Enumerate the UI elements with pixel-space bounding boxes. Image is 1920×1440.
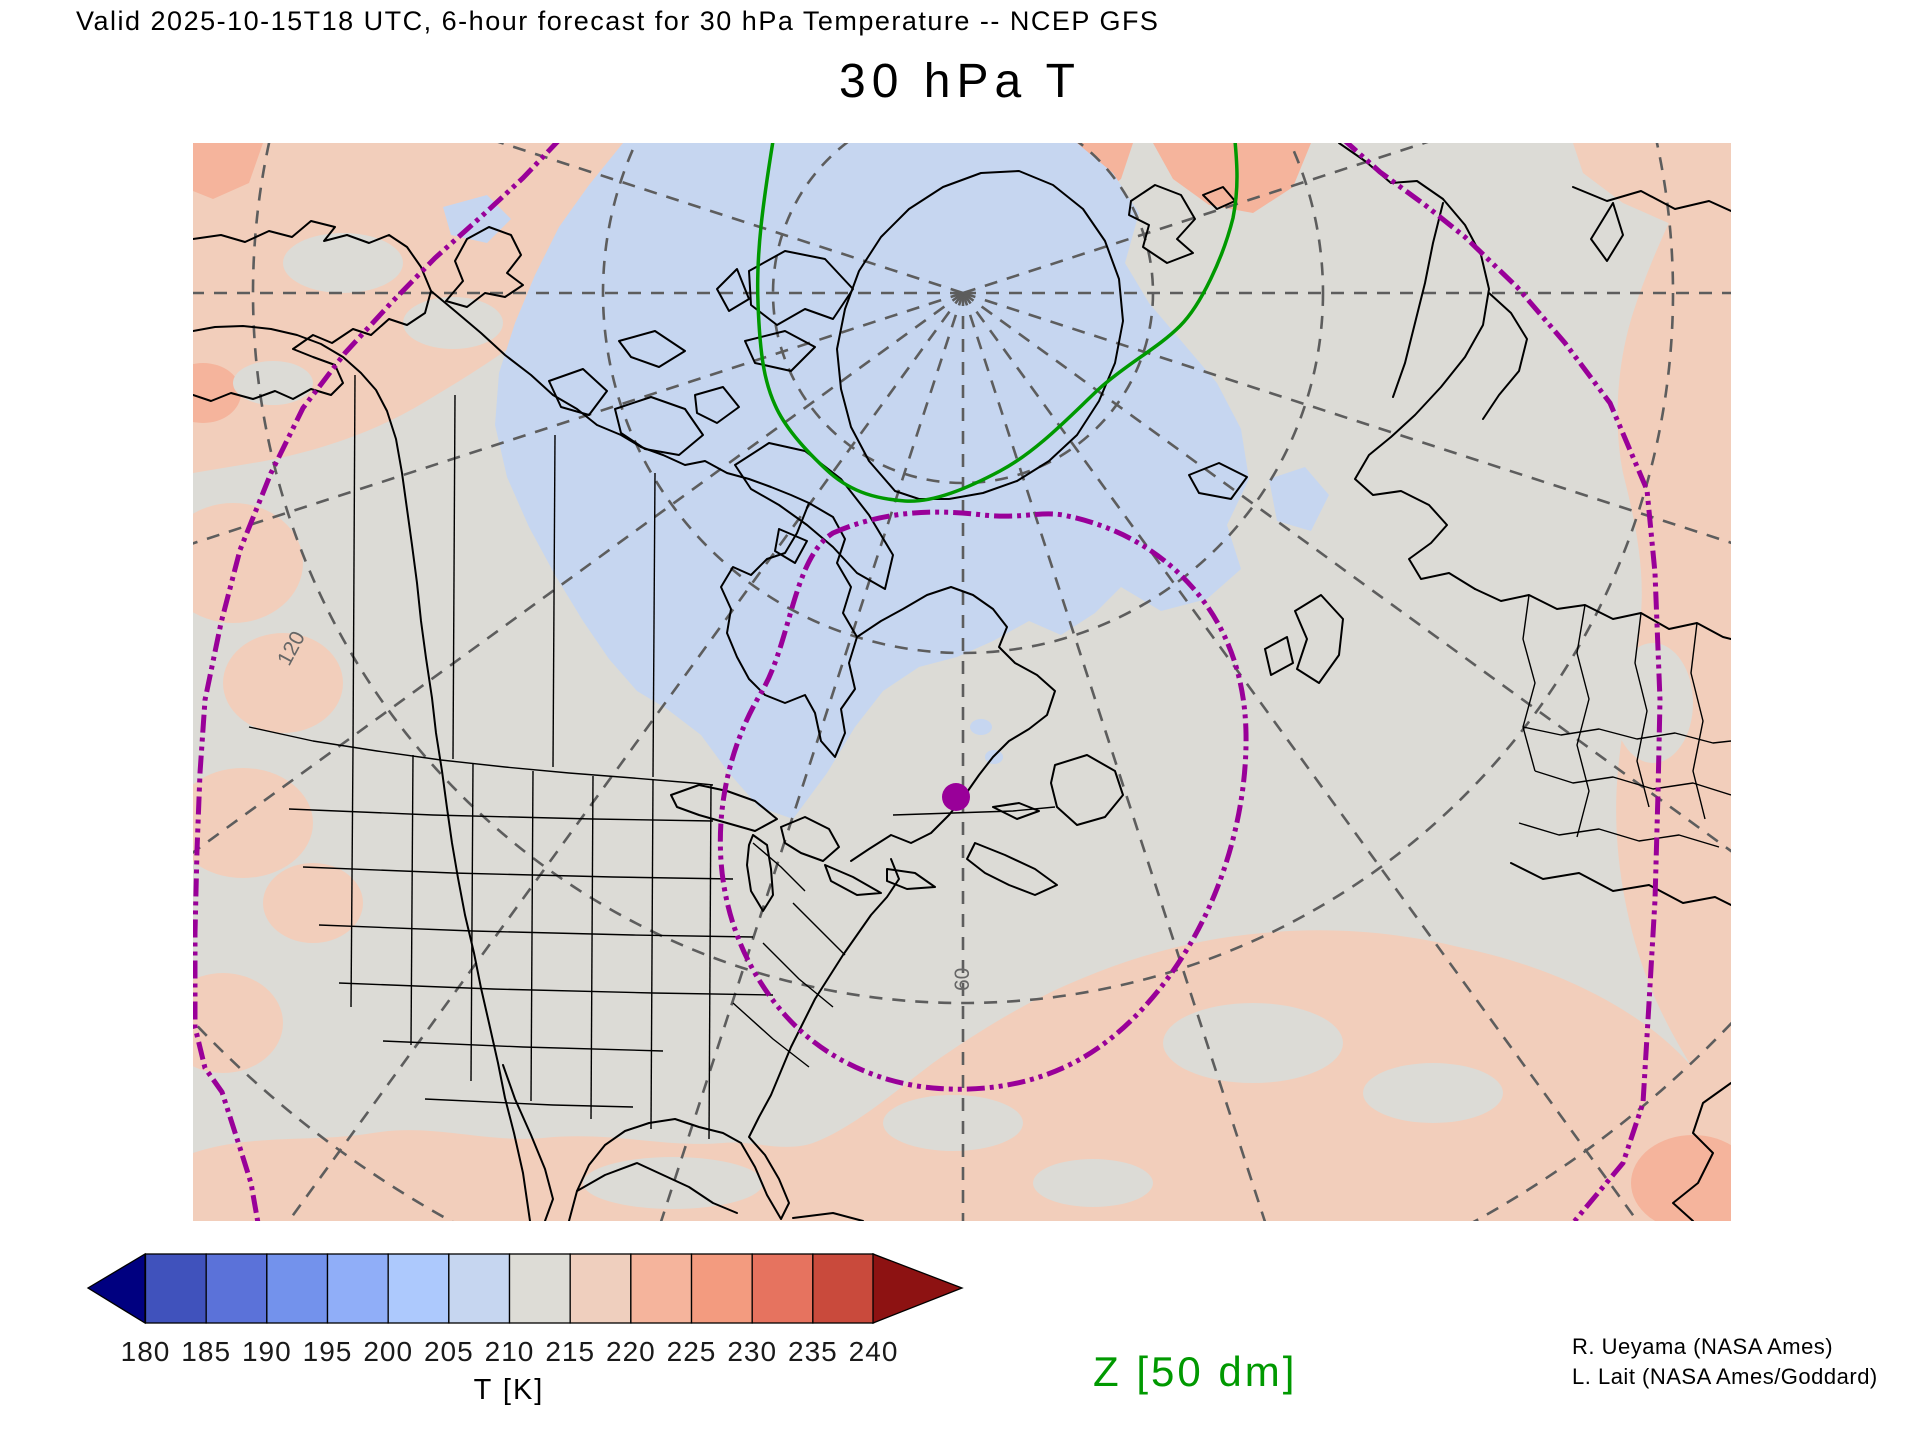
colorbar-tick-label: 195 [302,1336,353,1367]
credits: R. Ueyama (NASA Ames) L. Lait (NASA Ames… [1572,1332,1878,1392]
colorbar-canvas [86,1252,964,1325]
colorbar-tick-label: 225 [666,1336,717,1367]
colorbar-segment [630,1253,693,1324]
colorbar-tick-label: 210 [484,1336,535,1367]
colorbar-axis-label: T [K] [473,1374,545,1406]
valid-time-header: Valid 2025-10-15T18 UTC, 6-hour forecast… [76,6,1160,36]
colorbar-tick-label: 215 [545,1336,596,1367]
colorbar-segment [448,1253,511,1324]
colorbar-tick-label: 230 [727,1336,778,1367]
temp-fill-gray-holes [233,233,1693,1209]
colorbar-segment [326,1253,389,1324]
credit-line-1: R. Ueyama (NASA Ames) [1572,1334,1834,1359]
credit-line-2: L. Lait (NASA Ames/Goddard) [1572,1364,1878,1389]
green-contour-line [755,143,1239,503]
height-minimum-dot [942,783,970,811]
colorbar-tick-labels: 180 185 190 195 200 205 210 215 220 225 230 235 240 [85,1336,1065,1368]
colorbar-segment [387,1253,450,1324]
political-borders [248,374,1731,1140]
height-contours [193,143,1663,1221]
graticule [193,143,1731,1221]
page-title: 30 hPa T [839,55,1081,108]
z-contour-units-label: Z [50 dm] [1093,1348,1298,1395]
colorbar-tick-label: 185 [181,1336,232,1367]
colorbar-segment [508,1253,571,1324]
colorbar-tick-label: 205 [423,1336,474,1367]
colorbar-tick-label: 240 [848,1336,899,1367]
colorbar-tick-label: 235 [788,1336,838,1367]
colorbar-segment [569,1253,632,1324]
colorbar-tick-label: 220 [606,1336,656,1367]
map-plot: 120 60 [193,143,1731,1221]
coastlines [193,143,1731,1221]
colorbar-tick-label: 200 [363,1336,414,1367]
colorbar-segment [266,1253,329,1324]
colorbar-segment [751,1253,814,1324]
colorbar-segment [812,1253,875,1324]
colorbar-tick-label: 180 [120,1336,171,1367]
colorbar-segment [144,1253,207,1324]
colorbar-segment [690,1253,753,1324]
colorbar-segments [144,1253,875,1324]
colorbar-over-arrow [872,1253,964,1324]
colorbar-segment [205,1253,268,1324]
colorbar-tick-label: 190 [241,1336,292,1367]
colorbar-under-arrow [86,1252,146,1325]
graticule-label: 60 [951,968,974,991]
colorbar [85,1252,965,1325]
